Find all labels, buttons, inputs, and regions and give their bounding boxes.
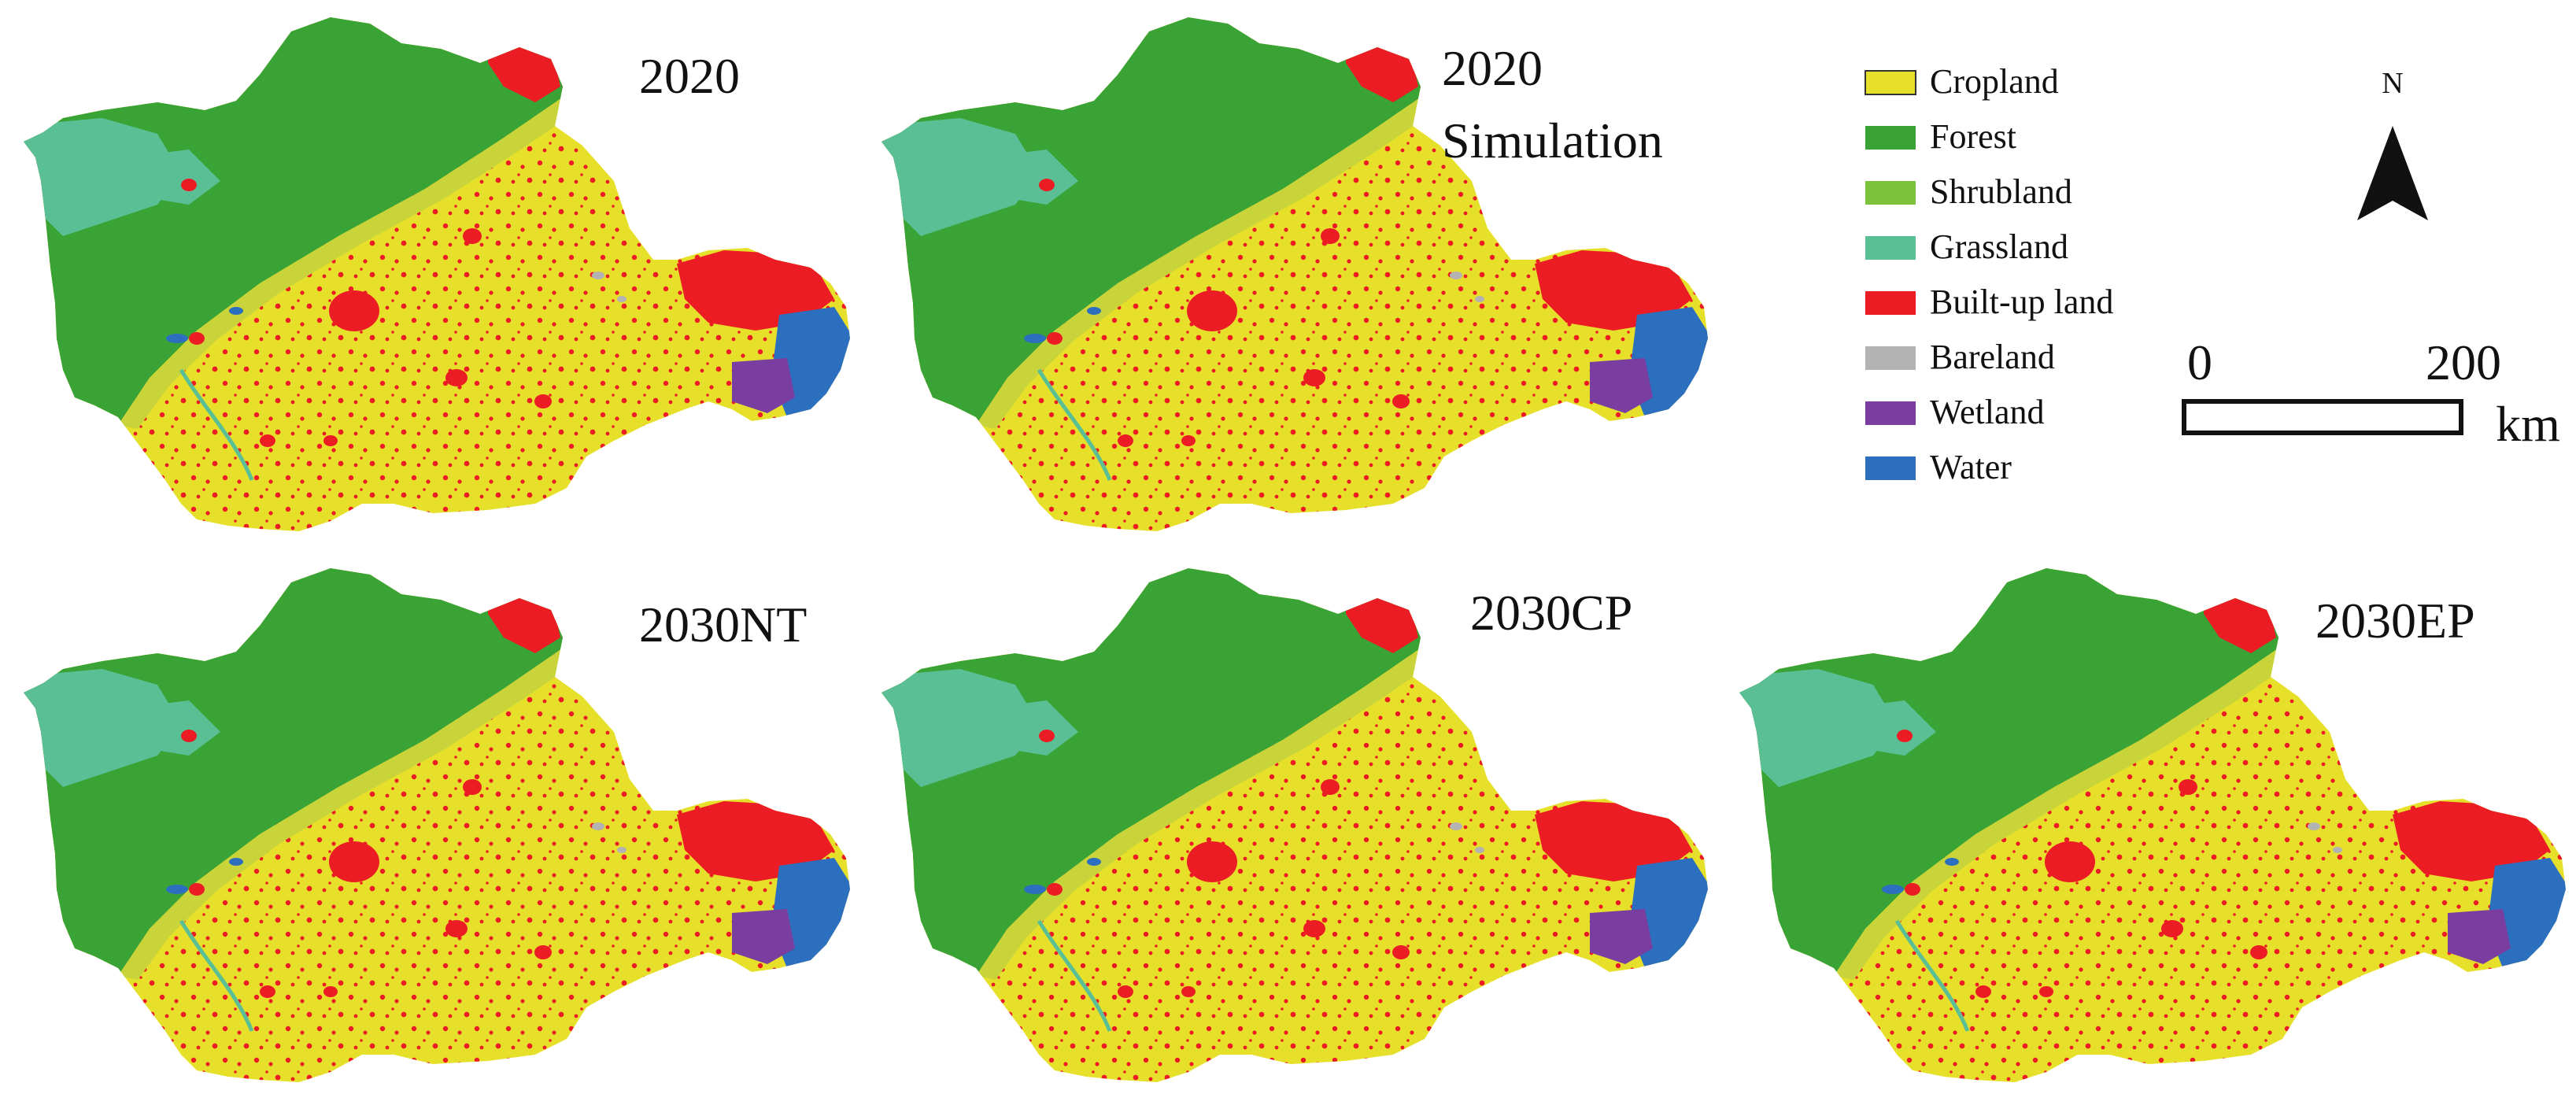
legend-label-grassland: Grassland xyxy=(1930,227,2068,266)
legend-item-wetland: Wetland xyxy=(1865,393,2045,431)
legend-item-shrubland: Shrubland xyxy=(1865,172,2072,211)
panel-title-2030ep: 2030EP xyxy=(2315,593,2475,649)
panel-title-2030nt: 2030NT xyxy=(639,597,807,652)
scale-bar: 0 200 km xyxy=(2182,334,2560,452)
scale-bar-rect xyxy=(2182,399,2463,435)
legend-label-water: Water xyxy=(1930,448,2012,486)
legend-swatch-forest xyxy=(1865,126,1916,150)
panel-title-2020-sim-line2: Simulation xyxy=(1442,113,1663,168)
legend-item-forest: Forest xyxy=(1865,117,2016,156)
legend-swatch-grassland xyxy=(1865,236,1916,260)
legend-label-cropland: Cropland xyxy=(1930,62,2059,101)
legend: Cropland Forest Shrubland Grassland Buil… xyxy=(1865,62,2113,486)
panel-title-2020: 2020 xyxy=(639,48,740,104)
legend-label-shrubland: Shrubland xyxy=(1930,172,2072,211)
scale-bar-unit: km xyxy=(2496,396,2560,452)
legend-label-forest: Forest xyxy=(1930,117,2016,156)
map-panel-2030cp: 2030CP xyxy=(858,551,1739,1102)
legend-label-built-up-land: Built-up land xyxy=(1930,283,2113,321)
legend-swatch-wetland xyxy=(1865,401,1916,425)
legend-label-wetland: Wetland xyxy=(1930,393,2045,431)
map-panel-2020-simulation: 2020 Simulation xyxy=(858,0,1739,551)
scale-bar-end: 200 xyxy=(2426,334,2501,390)
legend-item-bareland: Bareland xyxy=(1865,338,2055,376)
map-2020 xyxy=(0,0,881,551)
map-2020-simulation xyxy=(858,0,1739,551)
legend-swatch-shrubland xyxy=(1865,181,1916,205)
map-panel-2020: 2020 xyxy=(0,0,881,551)
map-panel-2030ep: 2030EP xyxy=(1716,551,2576,1102)
scale-bar-start: 0 xyxy=(2187,334,2212,390)
legend-swatch-built-up-land xyxy=(1865,291,1916,315)
north-arrow: N xyxy=(2357,67,2428,220)
panel-title-2020-sim-line1: 2020 xyxy=(1442,40,1543,96)
map-panel-2030nt: 2030NT xyxy=(0,551,881,1102)
legend-item-cropland: Cropland xyxy=(1865,62,2059,101)
north-arrow-label: N xyxy=(2382,67,2403,100)
legend-swatch-water xyxy=(1865,456,1916,480)
legend-item-grassland: Grassland xyxy=(1865,227,2068,266)
legend-item-water: Water xyxy=(1865,448,2012,486)
legend-item-built-up-land: Built-up land xyxy=(1865,283,2113,321)
panel-title-2030cp: 2030CP xyxy=(1470,585,1632,641)
legend-label-bareland: Bareland xyxy=(1930,338,2055,376)
legend-swatch-cropland xyxy=(1865,70,1916,95)
legend-swatch-bareland xyxy=(1865,346,1916,370)
north-arrow-icon xyxy=(2357,126,2428,220)
